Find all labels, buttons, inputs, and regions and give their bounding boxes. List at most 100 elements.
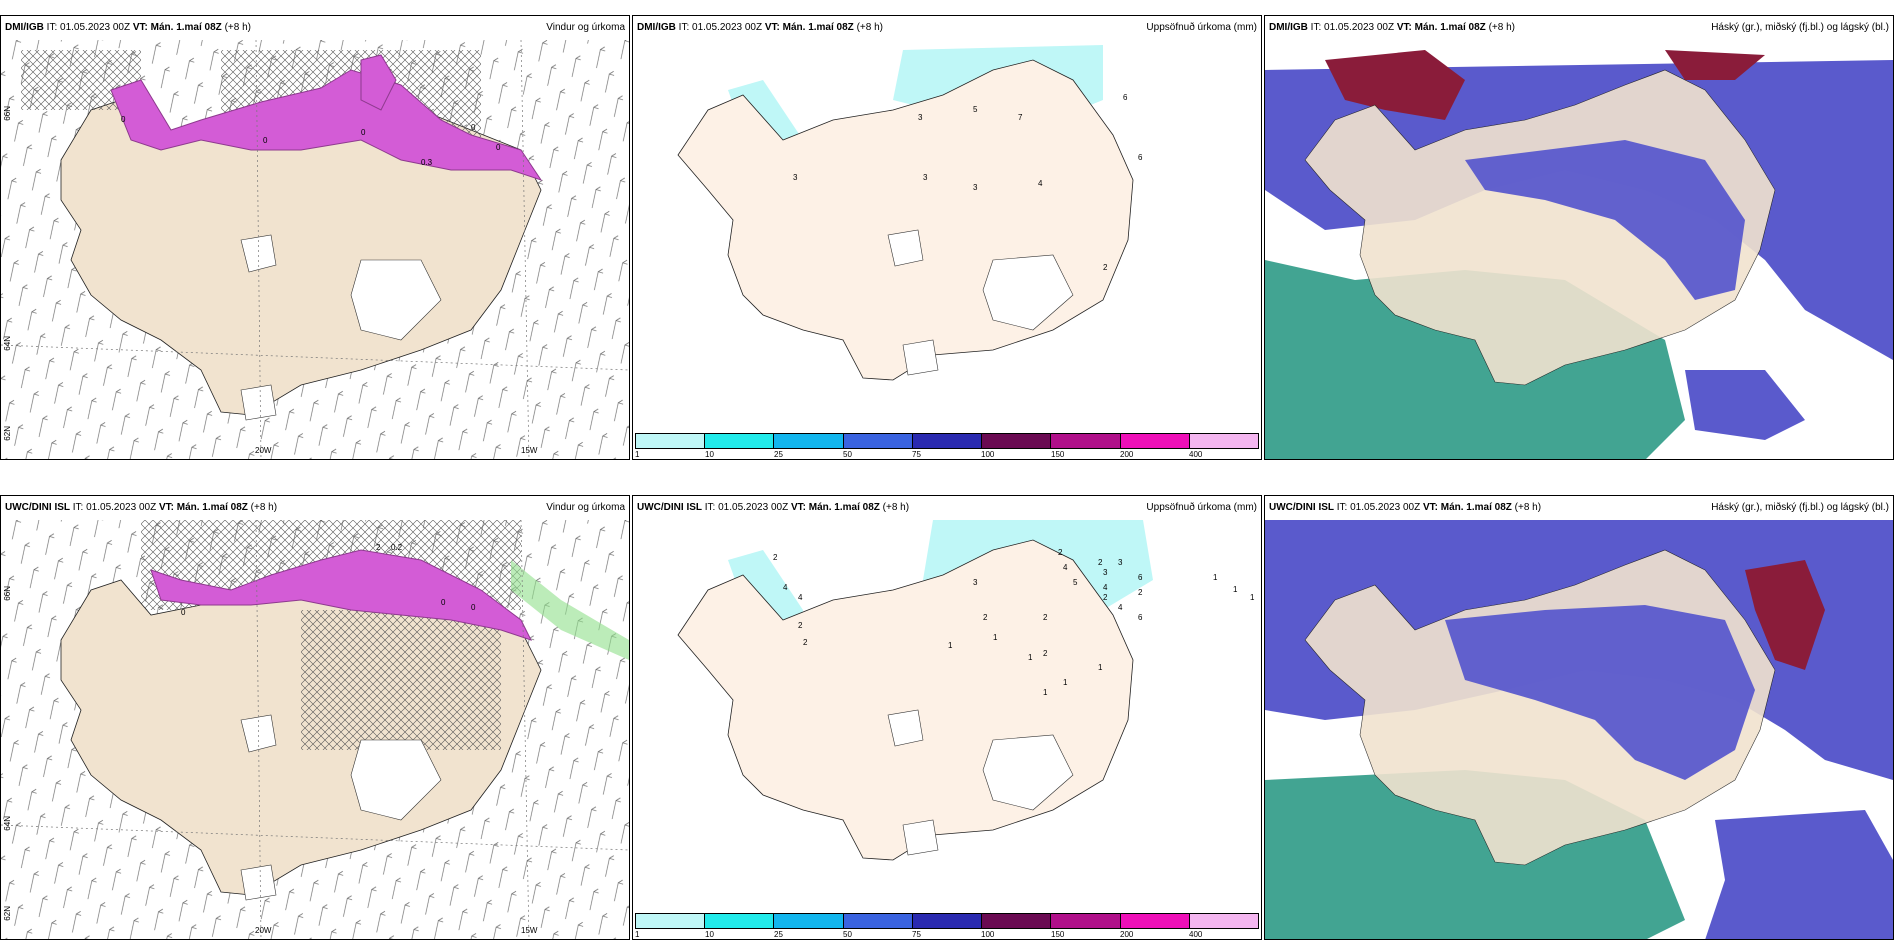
wind-label: 0 xyxy=(361,128,366,137)
model-name: DMI/IGB xyxy=(1269,22,1308,33)
color-legend: 1 10 25 50 75 100 150 200 400 xyxy=(633,911,1261,939)
precip-value: 2 xyxy=(1043,613,1048,622)
wind-map[interactable]: 2 0.2 0 0 0 xyxy=(1,520,629,939)
color-legend: 1 10 25 50 75 100 150 200 400 xyxy=(633,431,1261,459)
precip-value: 3 xyxy=(1118,558,1123,567)
precip-north xyxy=(150,549,532,641)
panel-clouds-dmi[interactable]: DMI/IGB IT: 01.05.2023 00Z VT: Mán. 1.ma… xyxy=(1264,15,1894,460)
wind-map[interactable]: 0 0.3 0 0 0 0 xyxy=(1,40,629,459)
wind-label: 0 xyxy=(121,115,126,124)
legend-ticks: 1 10 25 50 75 100 150 200 400 xyxy=(635,930,1259,939)
precip-value: 2 xyxy=(1103,263,1108,272)
precip-value: 4 xyxy=(1118,603,1123,612)
lat-label: 62N xyxy=(3,906,12,921)
product-name: Vindur og úrkoma xyxy=(546,502,625,513)
panel-clouds-uwc[interactable]: UWC/DINI ISL IT: 01.05.2023 00Z VT: Mán.… xyxy=(1264,495,1894,940)
precip-patch xyxy=(360,54,397,111)
vt-value: Mán. 1.maí 08Z xyxy=(150,22,222,33)
precip-value: 2 xyxy=(1043,649,1048,658)
panel-title: UWC/DINI ISL IT: 01.05.2023 00Z VT: Mán.… xyxy=(1265,496,1893,520)
glacier-2 xyxy=(240,714,277,753)
legend-tick: 100 xyxy=(981,930,995,939)
vt-label: VT: xyxy=(790,502,806,513)
precip-value: 3 xyxy=(973,578,978,587)
it-value: 01.05.2023 00Z xyxy=(692,22,763,33)
glacier-1 xyxy=(982,254,1074,331)
panel-title: DMI/IGB IT: 01.05.2023 00Z VT: Mán. 1.ma… xyxy=(633,16,1261,40)
precip-value: 3 xyxy=(1103,568,1108,577)
precip-value: 2 xyxy=(1098,558,1103,567)
precip-value: 5 xyxy=(1073,578,1078,587)
legend-swatch xyxy=(1120,434,1190,448)
lat-label: 62N xyxy=(3,426,12,441)
precip-value: 1 xyxy=(1028,653,1033,662)
cloud-map[interactable] xyxy=(1265,40,1893,459)
precip-value: 6 xyxy=(1138,153,1143,162)
vt-value: Mán. 1.maí 08Z xyxy=(176,502,248,513)
model-name: UWC/DINI ISL xyxy=(1269,502,1334,513)
it-label: IT: xyxy=(678,22,690,33)
it-value: 01.05.2023 00Z xyxy=(60,22,131,33)
precip-value: 4 xyxy=(1063,563,1068,572)
precip-value: 2 xyxy=(1058,548,1063,557)
wind-label: 0 xyxy=(181,608,186,617)
model-name: DMI/IGB xyxy=(5,22,44,33)
legend-swatch xyxy=(1120,914,1190,928)
lead-time: (+8 h) xyxy=(224,22,251,33)
precip-value: 1 xyxy=(948,641,953,650)
wind-label: 0 xyxy=(441,598,446,607)
precip-map[interactable]: 3 3 5 7 3 3 4 6 2 6 xyxy=(633,40,1261,459)
vt-value: Mán. 1.maí 08Z xyxy=(1414,22,1486,33)
panel-accum-precip-dmi[interactable]: DMI/IGB IT: 01.05.2023 00Z VT: Mán. 1.ma… xyxy=(632,15,1262,460)
vt-value: Mán. 1.maí 08Z xyxy=(808,502,880,513)
legend-bar xyxy=(635,433,1259,449)
panel-wind-precip-uwc[interactable]: UWC/DINI ISL IT: 01.05.2023 00Z VT: Mán.… xyxy=(0,495,630,940)
lon-label: 15W xyxy=(521,446,538,455)
precip-value: 1 xyxy=(1250,593,1255,602)
wind-label: 0 xyxy=(496,143,501,152)
vt-value: Mán. 1.maí 08Z xyxy=(782,22,854,33)
precip-value: 3 xyxy=(973,183,978,192)
precip-value: 2 xyxy=(1138,588,1143,597)
lon-line-2 xyxy=(520,40,530,459)
lon-line-2 xyxy=(520,520,530,939)
precip-value: 2 xyxy=(983,613,988,622)
high-cloud-1 xyxy=(1745,560,1825,670)
panel-accum-precip-uwc[interactable]: UWC/DINI ISL IT: 01.05.2023 00Z VT: Mán.… xyxy=(632,495,1262,940)
vt-label: VT: xyxy=(158,502,174,513)
glacier-3 xyxy=(240,864,277,901)
precip-map[interactable]: 2 4 2 2 4 3 2 4 5 2 4 3 6 2 1 1 1 2 1 2 … xyxy=(633,520,1261,939)
lead-time: (+8 h) xyxy=(1488,22,1515,33)
product-name: Háský (gr.), miðský (fj.bl.) og lágský (… xyxy=(1711,22,1889,33)
panel-wind-precip-dmi[interactable]: DMI/IGB IT: 01.05.2023 00Z VT: Mán. 1.ma… xyxy=(0,15,630,460)
vt-label: VT: xyxy=(132,22,148,33)
precip-value: 3 xyxy=(923,173,928,182)
legend-tick: 400 xyxy=(1189,450,1203,459)
panel-title: DMI/IGB IT: 01.05.2023 00Z VT: Mán. 1.ma… xyxy=(1,16,629,40)
mid-cloud-over-land xyxy=(1445,605,1755,780)
hatch-east xyxy=(301,610,501,750)
precip-value: 5 xyxy=(973,105,978,114)
cloud-map[interactable] xyxy=(1265,520,1893,939)
lead-time: (+8 h) xyxy=(1514,502,1542,513)
it-label: IT: xyxy=(46,22,58,33)
legend-tick: 25 xyxy=(774,930,783,939)
vt-value: Mán. 1.maí 08Z xyxy=(1440,502,1512,513)
legend-tick: 1 xyxy=(635,930,640,939)
precip-value: 6 xyxy=(1138,573,1143,582)
precip-value: 4 xyxy=(798,593,803,602)
lead-time: (+8 h) xyxy=(250,502,278,513)
model-name: UWC/DINI ISL xyxy=(5,502,70,513)
glacier-1 xyxy=(350,739,442,821)
precip-value: 4 xyxy=(783,583,788,592)
precip-value: 6 xyxy=(1138,613,1143,622)
precip-green xyxy=(511,560,629,660)
legend-tick: 150 xyxy=(1051,450,1065,459)
wind-label: 0 xyxy=(263,136,268,145)
it-value: 01.05.2023 00Z xyxy=(1350,502,1421,513)
lon-label: 20W xyxy=(255,926,272,935)
it-label: IT: xyxy=(1310,22,1322,33)
legend-bar xyxy=(635,913,1259,929)
vt-label: VT: xyxy=(1422,502,1438,513)
precip-value: 1 xyxy=(993,633,998,642)
